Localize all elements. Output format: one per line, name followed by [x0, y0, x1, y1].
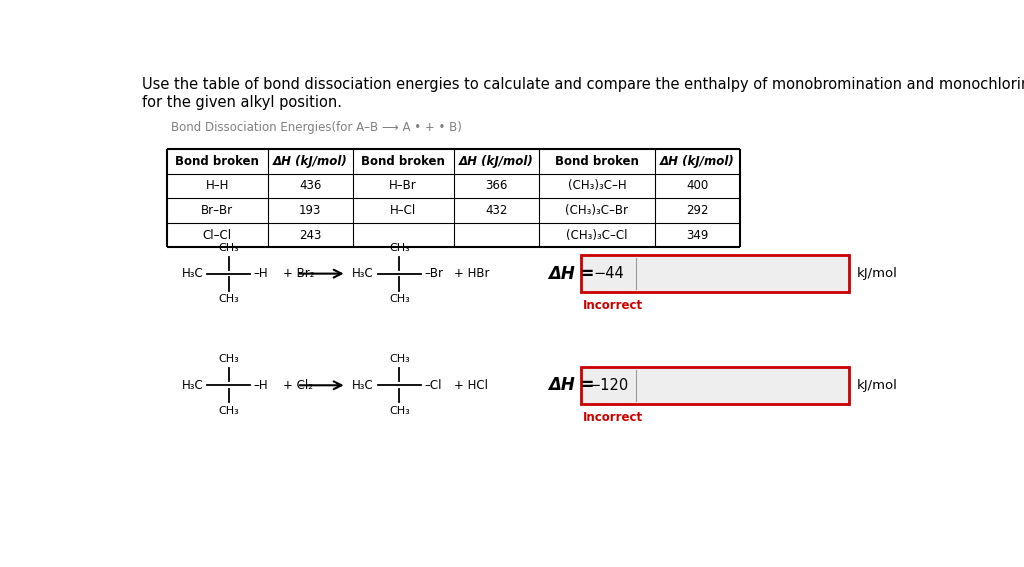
Text: CH₃: CH₃ [389, 243, 410, 253]
Text: H–Cl: H–Cl [390, 204, 416, 217]
Text: CH₃: CH₃ [218, 243, 240, 253]
Text: CH₃: CH₃ [389, 294, 410, 304]
Text: CH₃: CH₃ [389, 354, 410, 365]
Text: Incorrect: Incorrect [583, 299, 643, 312]
Text: Bond broken: Bond broken [361, 155, 445, 168]
Text: ΔH (kJ/mol): ΔH (kJ/mol) [272, 155, 347, 168]
Text: + HCl: + HCl [454, 379, 487, 392]
Text: + Br₂: + Br₂ [283, 267, 314, 280]
Text: CH₃: CH₃ [218, 354, 240, 365]
Text: ΔH =: ΔH = [548, 265, 594, 282]
Text: 366: 366 [485, 179, 507, 192]
Text: kJ/mol: kJ/mol [856, 379, 897, 392]
Text: CH₃: CH₃ [218, 406, 240, 416]
Text: CH₃: CH₃ [218, 294, 240, 304]
Text: –Br: –Br [424, 267, 443, 280]
Text: −120: −120 [589, 378, 629, 393]
Text: Bond Dissociation Energies(for A–B ⟶ A • + • B): Bond Dissociation Energies(for A–B ⟶ A •… [171, 121, 462, 134]
Text: –H: –H [254, 267, 268, 280]
Text: Cl–Cl: Cl–Cl [203, 229, 231, 242]
Text: 436: 436 [299, 179, 322, 192]
Text: Use the table of bond dissociation energies to calculate and compare the enthalp: Use the table of bond dissociation energ… [142, 77, 1024, 92]
Text: for the given alkyl position.: for the given alkyl position. [142, 95, 342, 110]
Text: 243: 243 [299, 229, 322, 242]
Text: ΔH =: ΔH = [548, 376, 594, 394]
Text: H₃C: H₃C [352, 379, 374, 392]
Text: 349: 349 [686, 229, 709, 242]
Text: –Cl: –Cl [424, 379, 441, 392]
Text: –H: –H [254, 379, 268, 392]
Text: −44: −44 [593, 266, 624, 281]
Text: H–H: H–H [206, 179, 228, 192]
Text: H–Br: H–Br [389, 179, 417, 192]
Text: 193: 193 [299, 204, 322, 217]
Text: Bond broken: Bond broken [555, 155, 639, 168]
Text: 432: 432 [485, 204, 507, 217]
Text: Br–Br: Br–Br [201, 204, 233, 217]
Text: CH₃: CH₃ [389, 406, 410, 416]
Text: + Cl₂: + Cl₂ [283, 379, 313, 392]
Text: + HBr: + HBr [454, 267, 489, 280]
Text: H₃C: H₃C [181, 379, 203, 392]
Text: (CH₃)₃C–Br: (CH₃)₃C–Br [565, 204, 629, 217]
Text: 400: 400 [686, 179, 709, 192]
Bar [582, 367, 849, 404]
Text: Incorrect: Incorrect [583, 411, 643, 424]
Text: H₃C: H₃C [181, 267, 203, 280]
Text: Bond broken: Bond broken [175, 155, 259, 168]
Text: (CH₃)₃C–H: (CH₃)₃C–H [567, 179, 627, 192]
Text: kJ/mol: kJ/mol [856, 267, 897, 280]
Text: (CH₃)₃C–Cl: (CH₃)₃C–Cl [566, 229, 628, 242]
Text: H₃C: H₃C [352, 267, 374, 280]
Text: 292: 292 [686, 204, 709, 217]
Bar [582, 255, 849, 292]
Text: ΔH (kJ/mol): ΔH (kJ/mol) [660, 155, 735, 168]
Text: ΔH (kJ/mol): ΔH (kJ/mol) [459, 155, 534, 168]
